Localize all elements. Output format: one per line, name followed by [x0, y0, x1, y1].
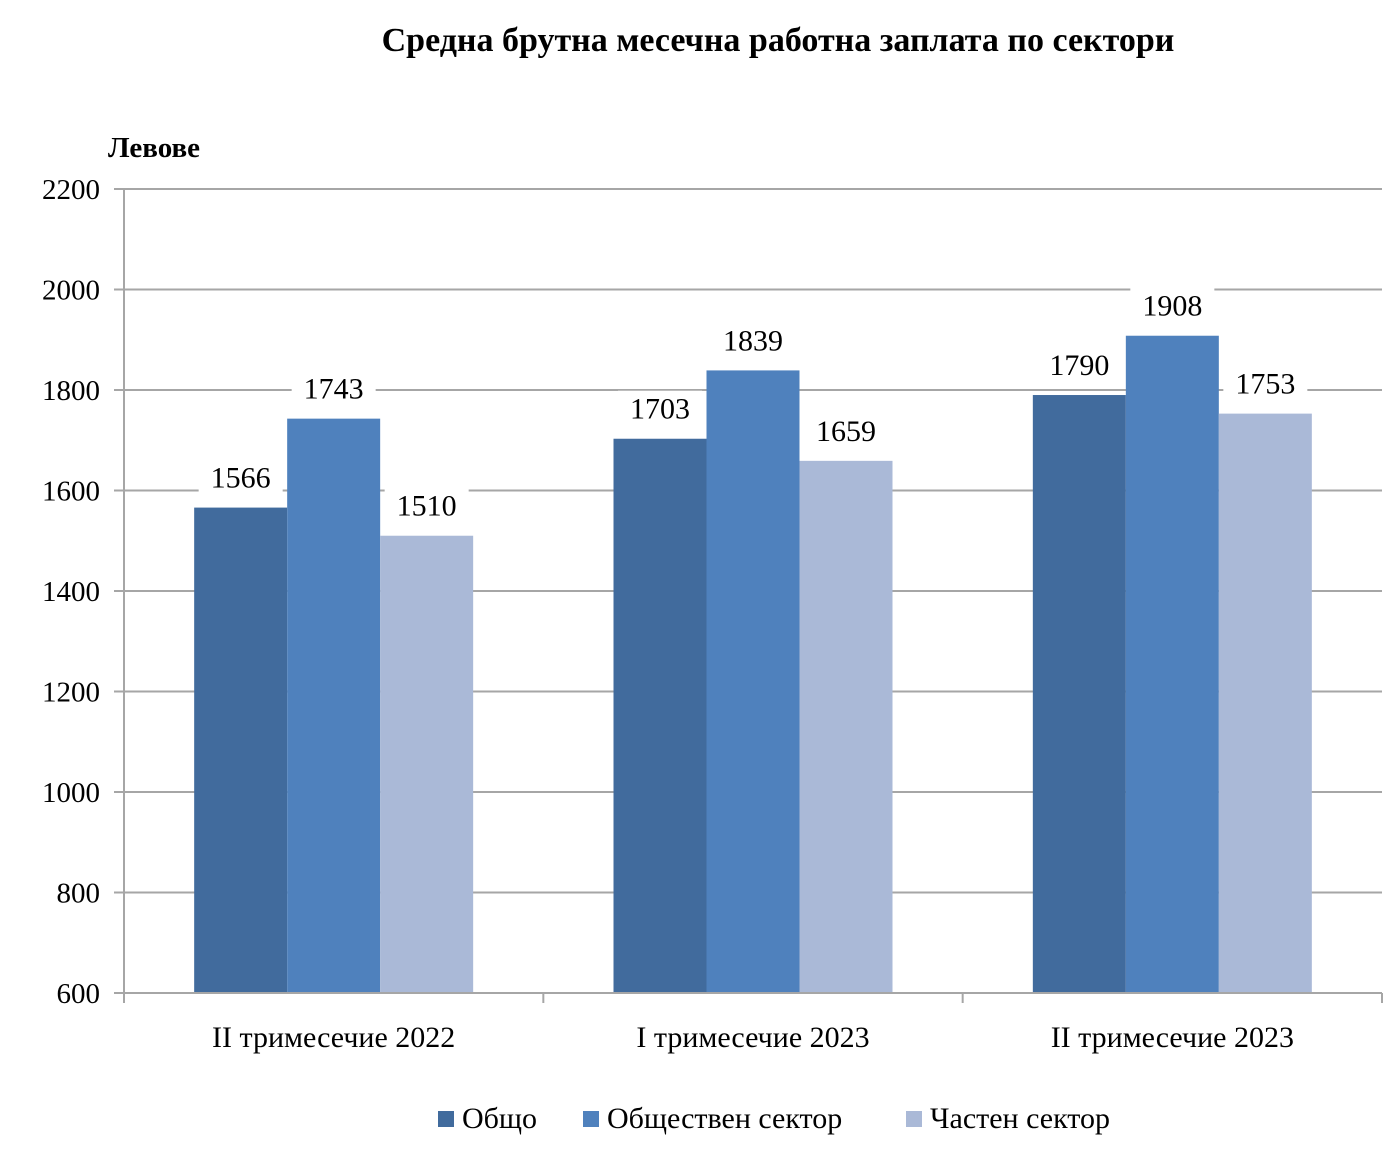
legend-swatch-icon — [906, 1111, 922, 1127]
data-label: 1566 — [211, 462, 271, 495]
data-label-bg — [804, 412, 888, 449]
data-label: 1790 — [1049, 349, 1109, 382]
bar — [613, 438, 707, 993]
data-label: 1703 — [630, 393, 690, 426]
bar — [1125, 335, 1219, 994]
bar — [380, 535, 474, 993]
data-label-bg — [384, 487, 469, 524]
bar — [1032, 395, 1126, 993]
y-tick-label: 800 — [57, 878, 101, 910]
data-label: 1659 — [816, 415, 876, 448]
data-label-bg — [618, 390, 702, 427]
y-tick-label: 1800 — [42, 375, 100, 407]
bar — [287, 418, 381, 994]
chart-title: Средна брутна месечна работна заплата по… — [381, 22, 1175, 59]
legend-item: Частен сектор — [906, 1102, 1110, 1136]
data-label: 1839 — [723, 324, 783, 357]
y-tick-label: 1000 — [42, 777, 100, 809]
x-category-label: I тримесечие 2023 — [636, 1021, 869, 1054]
data-label-bg — [711, 322, 795, 359]
data-label: 1743 — [304, 373, 364, 406]
data-label: 1753 — [1235, 368, 1295, 401]
y-tick-label: 1200 — [42, 677, 100, 709]
axes: 600 800 1000 1200 1400 1600 1800 2000 2200 II три… — [42, 174, 1383, 1054]
y-tick-label: 1400 — [42, 576, 100, 608]
data-label-bg — [1130, 287, 1215, 324]
legend-label: Частен сектор — [930, 1102, 1110, 1135]
data-label-bg — [1223, 365, 1308, 402]
data-label: 1908 — [1142, 290, 1202, 323]
data-label-bg — [198, 459, 283, 496]
legend-swatch-icon — [583, 1111, 599, 1127]
data-labels: 1566 1743 1510 1703 1839 1659 1790 1908 1753 — [198, 287, 1308, 524]
legend-swatch-icon — [438, 1111, 454, 1127]
x-category-label: II тримесечие 2022 — [212, 1021, 455, 1054]
bar — [194, 507, 288, 993]
legend-label: Общо — [462, 1102, 538, 1135]
legend: Общо Обществен сектор Частен сектор — [0, 1102, 1400, 1142]
data-label-bg — [1037, 347, 1122, 384]
y-tick-label: 600 — [57, 978, 101, 1010]
y-tick-label: 2000 — [42, 275, 100, 307]
data-label: 1510 — [397, 490, 457, 523]
legend-item: Общо — [438, 1102, 537, 1136]
x-category-label: II тримесечие 2023 — [1051, 1021, 1294, 1054]
y-tick-label: 1600 — [42, 476, 100, 508]
legend-label: Обществен сектор — [607, 1102, 843, 1135]
y-tick-label: 2200 — [42, 174, 100, 206]
bars — [194, 335, 1312, 994]
bar — [706, 370, 800, 994]
bar — [1218, 413, 1312, 993]
legend-item: Обществен сектор — [583, 1102, 842, 1136]
data-label-bg — [291, 370, 376, 407]
bar — [799, 460, 893, 993]
y-axis-label: Левове — [108, 132, 201, 164]
